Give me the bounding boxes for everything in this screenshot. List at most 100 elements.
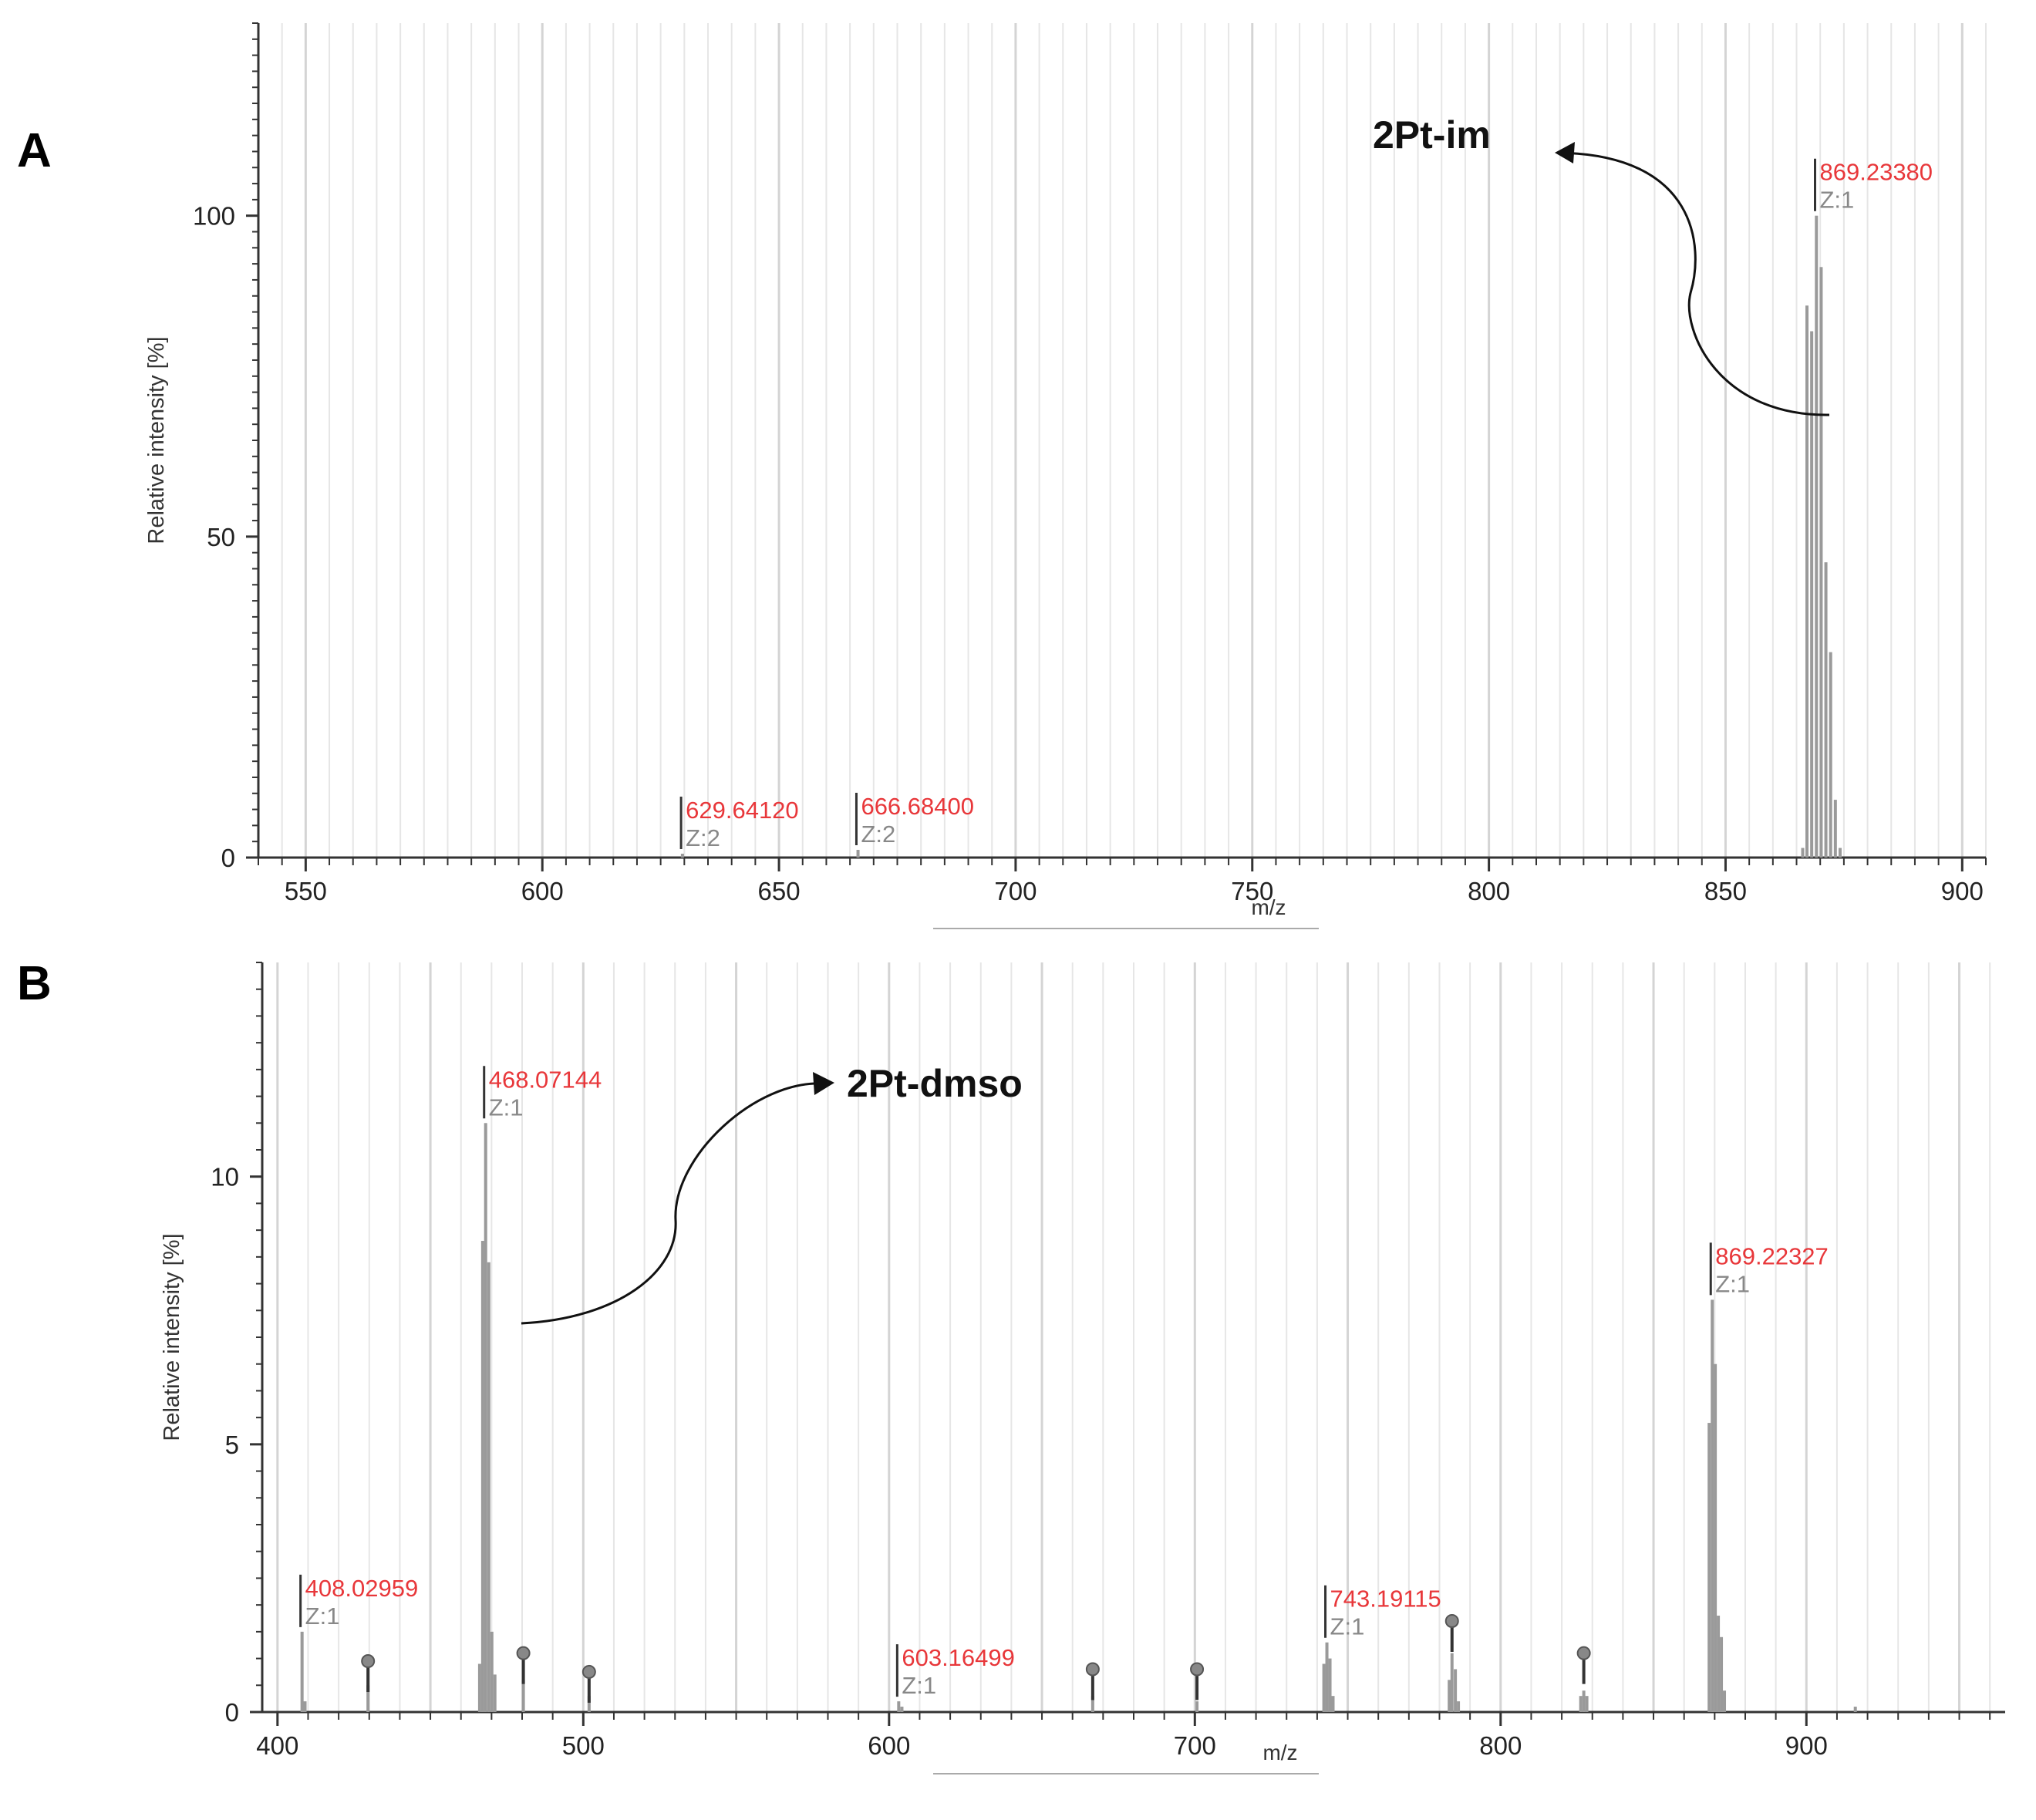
chart-a-peak-bar <box>680 854 684 858</box>
chart-b-x-tick-label: 600 <box>868 1731 910 1760</box>
chart-b-x-tick-label: 700 <box>1174 1731 1216 1760</box>
chart-a-x-tick-label: 700 <box>994 877 1037 905</box>
chart-a-annotation-charge: Z:2 <box>861 821 895 848</box>
chart-a-peak-bar <box>1833 800 1837 858</box>
chart-b-peak-bar <box>1582 1690 1586 1712</box>
chart-b-annotation-charge: Z:1 <box>1715 1270 1750 1297</box>
chart-b-annotation-mz: 468.07144 <box>489 1066 602 1093</box>
chart-b-peak-bar <box>484 1123 487 1712</box>
chart-a-annotation-mz: 629.64120 <box>686 797 799 824</box>
chart-b-marker-head <box>516 1646 531 1660</box>
chart-b-callout-arrow <box>521 1082 824 1325</box>
chart-a-peak-bar <box>1810 331 1814 858</box>
chart-a-annotation-mz: 869.23380 <box>1820 159 1933 186</box>
chart-b-peak-bar <box>900 1707 904 1712</box>
chart-a-peak-bar <box>1805 305 1809 858</box>
chart-b-peak-bar <box>1579 1696 1583 1712</box>
chart-a-x-tick-label: 800 <box>1468 877 1510 905</box>
chart-a-peak-bar <box>1824 562 1828 858</box>
chart-b-annotation-charge: Z:1 <box>489 1094 524 1121</box>
chart-b-x-tick-label: 800 <box>1479 1731 1522 1760</box>
chart-b-peak-bar <box>1711 1299 1714 1712</box>
chart-b-peak-bar <box>1707 1423 1711 1712</box>
chart-b-marker-head <box>361 1654 376 1669</box>
chart-b-y-tick-label: 10 <box>211 1163 239 1191</box>
chart-a-peak-bar <box>1801 848 1805 858</box>
chart-a-callout-arrow <box>1557 151 1830 416</box>
chart-b-peak-bar <box>303 1701 307 1712</box>
chart-b-peak-bar <box>1090 1696 1094 1712</box>
chart-a-peak-bar <box>1815 215 1819 858</box>
chart-b-peak-bar <box>1448 1680 1451 1712</box>
chart-b-peak-bar <box>480 1241 484 1712</box>
chart-b-peak-bar <box>1195 1701 1199 1712</box>
chart-b-peak-bar <box>1325 1642 1329 1712</box>
chart-b-peak-bar <box>521 1680 525 1712</box>
chart-b-marker-head <box>1444 1613 1459 1628</box>
chart-b-y-axis-title: Relative intensity [%] <box>160 1233 184 1441</box>
chart-a-x-tick-label: 850 <box>1704 877 1747 905</box>
chart-a-annotation-charge: Z:1 <box>1820 187 1855 214</box>
chart-b-peak-bar <box>1853 1707 1857 1712</box>
chart-a-x-tick-label: 750 <box>1231 877 1273 905</box>
chart-b-annotation-charge: Z:1 <box>305 1603 340 1630</box>
chart-b-annotation-mz: 743.19115 <box>1330 1586 1441 1613</box>
chart-b-svg: 400 500 600 700 800 900 0 5 10 m/z Relative intens… <box>160 962 2005 1775</box>
chart-b-peak-bar <box>487 1262 490 1712</box>
chart-b-peak-bar <box>1585 1696 1589 1712</box>
chart-b-peak-bar <box>1322 1663 1326 1712</box>
chart-b-annotation-mz: 869.22327 <box>1715 1242 1829 1269</box>
chart-a-peak-bar <box>1829 652 1832 858</box>
chart-b-y-tick-label: 0 <box>225 1698 239 1727</box>
chart-b-peak-bar <box>493 1674 497 1712</box>
chart-b-peak-bar <box>897 1701 901 1712</box>
chart-a-svg: 550 600 650 700 750 800 850 900 0 50 100 m/z Relativ… <box>144 22 1987 929</box>
chart-a-peak-bar <box>856 850 860 858</box>
chart-b-peak-bar <box>1723 1690 1727 1712</box>
panel-a-letter: A <box>17 124 52 177</box>
chart-a-peak-bar <box>1838 848 1842 858</box>
chart-b-peak-bar <box>1454 1669 1458 1712</box>
chart-a-x-tick-label: 650 <box>758 877 801 905</box>
chart-b-peak-bar <box>477 1663 481 1712</box>
chart-a-x-tick-label: 600 <box>521 877 564 905</box>
chart-b-peak-bar <box>1328 1658 1332 1712</box>
chart-b-peak-bar <box>1331 1696 1335 1712</box>
chart-a-x-tick-label: 550 <box>285 877 327 905</box>
panel-b-letter: B <box>17 957 52 1010</box>
chart-a-annotation-mz: 666.68400 <box>861 793 974 820</box>
chart-b-y-tick-label: 5 <box>225 1431 239 1459</box>
chart-a-callout-label: 2Pt-im <box>1373 113 1491 157</box>
chart-b-peak-bar <box>587 1696 591 1712</box>
chart-b-peak-bar <box>1457 1701 1461 1712</box>
chart-a-annotation-charge: Z:2 <box>686 824 720 851</box>
chart-b-x-axis-title: m/z <box>1262 1741 1297 1764</box>
chart-b-annotation-charge: Z:1 <box>1330 1613 1365 1640</box>
chart-b-annotation-mz: 408.02959 <box>305 1575 419 1602</box>
chart-a-peak-bar <box>1819 267 1823 858</box>
chart-b-peak-bar <box>1450 1653 1454 1712</box>
chart-b-callout-label: 2Pt-dmso <box>847 1062 1023 1105</box>
chart-a-x-tick-label: 900 <box>1941 877 1984 905</box>
chart-b-annotation-charge: Z:1 <box>902 1672 936 1699</box>
chart-b-peak-bar <box>1714 1363 1717 1712</box>
chart-b-marker-head <box>581 1664 596 1679</box>
chart-b-peak-bar <box>300 1631 304 1712</box>
chart-b-marker-head <box>1085 1662 1100 1677</box>
chart-a-y-tick-label: 0 <box>221 844 235 872</box>
chart-a-y-tick-label: 100 <box>193 202 235 231</box>
chart-b-callout-arrowhead <box>813 1072 834 1095</box>
chart-b-peak-bar <box>1720 1636 1724 1712</box>
chart-b-peak-bar <box>366 1685 370 1712</box>
chart-b-peak-bar <box>1717 1616 1721 1712</box>
panel-a: A 550 600 650 700 750 800 850 900 0 50 100 m/z Relat… <box>17 22 1987 929</box>
chart-b-x-tick-label: 500 <box>562 1731 605 1760</box>
chart-b-x-tick-label: 900 <box>1785 1731 1828 1760</box>
chart-b-marker-head <box>1190 1662 1205 1677</box>
chart-b-x-tick-label: 400 <box>256 1731 298 1760</box>
chart-a-x-axis-title: m/z <box>1251 895 1286 919</box>
chart-a-y-tick-label: 50 <box>207 523 235 551</box>
panel-b: B 400 500 600 700 800 900 0 5 10 m/z Relative inte… <box>0 941 2036 1820</box>
chart-a-callout-arrowhead <box>1555 142 1575 163</box>
chart-b-marker-head <box>1576 1646 1591 1660</box>
